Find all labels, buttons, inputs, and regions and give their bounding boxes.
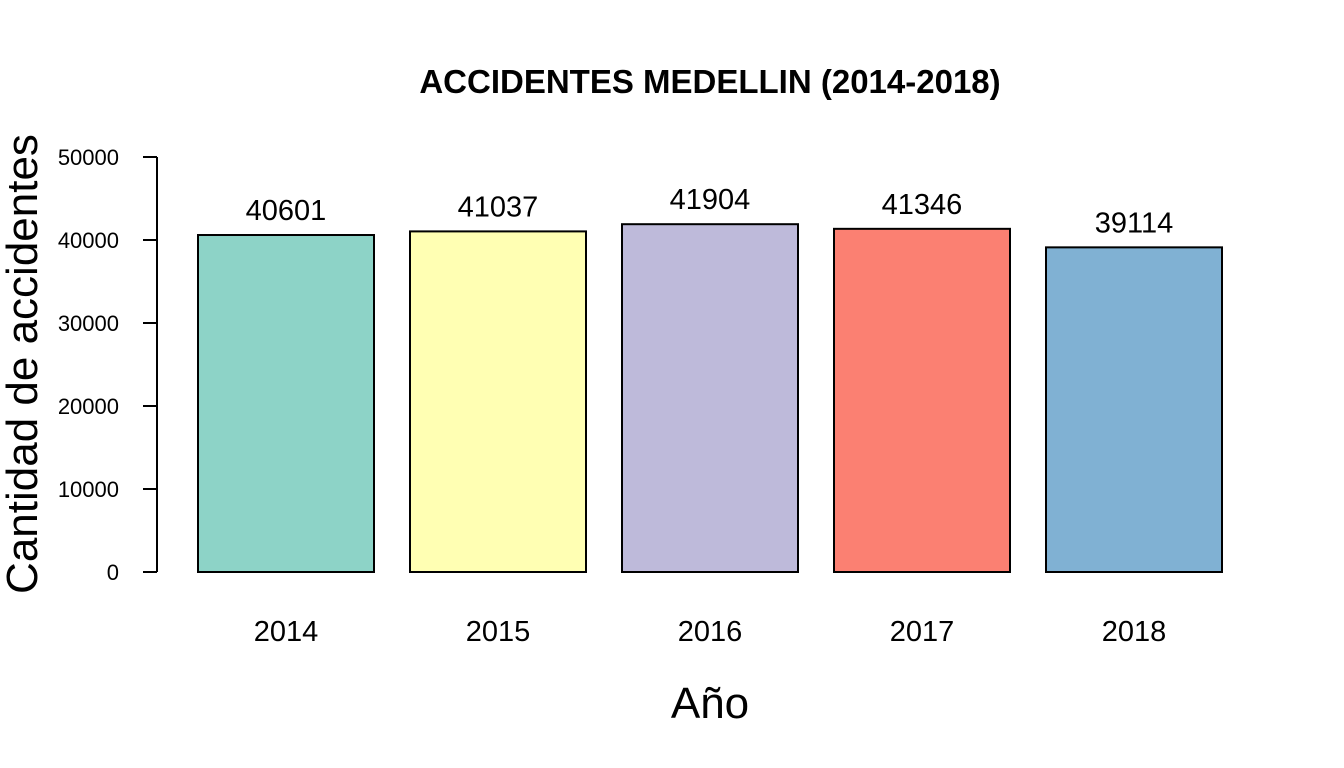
x-tick-label-2014: 2014 (254, 616, 319, 648)
bar-2016 (621, 223, 799, 573)
x-tick-label-2015: 2015 (466, 616, 531, 648)
x-tick-label-2018: 2018 (1102, 616, 1167, 648)
bar-2015 (409, 230, 587, 573)
value-label-2016: 41904 (670, 184, 751, 216)
y-axis-label: Cantidad de accidentes (0, 134, 47, 594)
x-axis-tick-labels: 2014 2015 2016 2017 2018 (254, 616, 1167, 648)
bars-group (197, 223, 1223, 574)
value-label-2014: 40601 (246, 195, 327, 227)
x-axis-label: Año (671, 679, 749, 728)
x-tick-label-2017: 2017 (890, 616, 955, 648)
value-labels-group: 40601 41037 41904 41346 39114 (246, 184, 1174, 239)
value-label-2018: 39114 (1095, 207, 1174, 239)
value-label-2017: 41346 (882, 189, 963, 221)
y-tick-label-0: 0 (107, 560, 119, 585)
value-label-2015: 41037 (458, 191, 539, 223)
y-tick-label-40000: 40000 (58, 228, 119, 253)
bar-2017 (833, 227, 1011, 574)
y-tick-label-20000: 20000 (58, 394, 119, 419)
x-tick-label-2016: 2016 (678, 616, 743, 648)
chart-title: ACCIDENTES MEDELLIN (2014-2018) (419, 63, 1000, 100)
y-axis: 0 10000 20000 30000 40000 50000 (58, 145, 158, 585)
y-tick-label-10000: 10000 (58, 477, 119, 502)
y-tick-label-30000: 30000 (58, 311, 119, 336)
bar-2014 (197, 234, 375, 574)
bar-2018 (1045, 246, 1223, 574)
y-tick-label-50000: 50000 (58, 145, 119, 170)
